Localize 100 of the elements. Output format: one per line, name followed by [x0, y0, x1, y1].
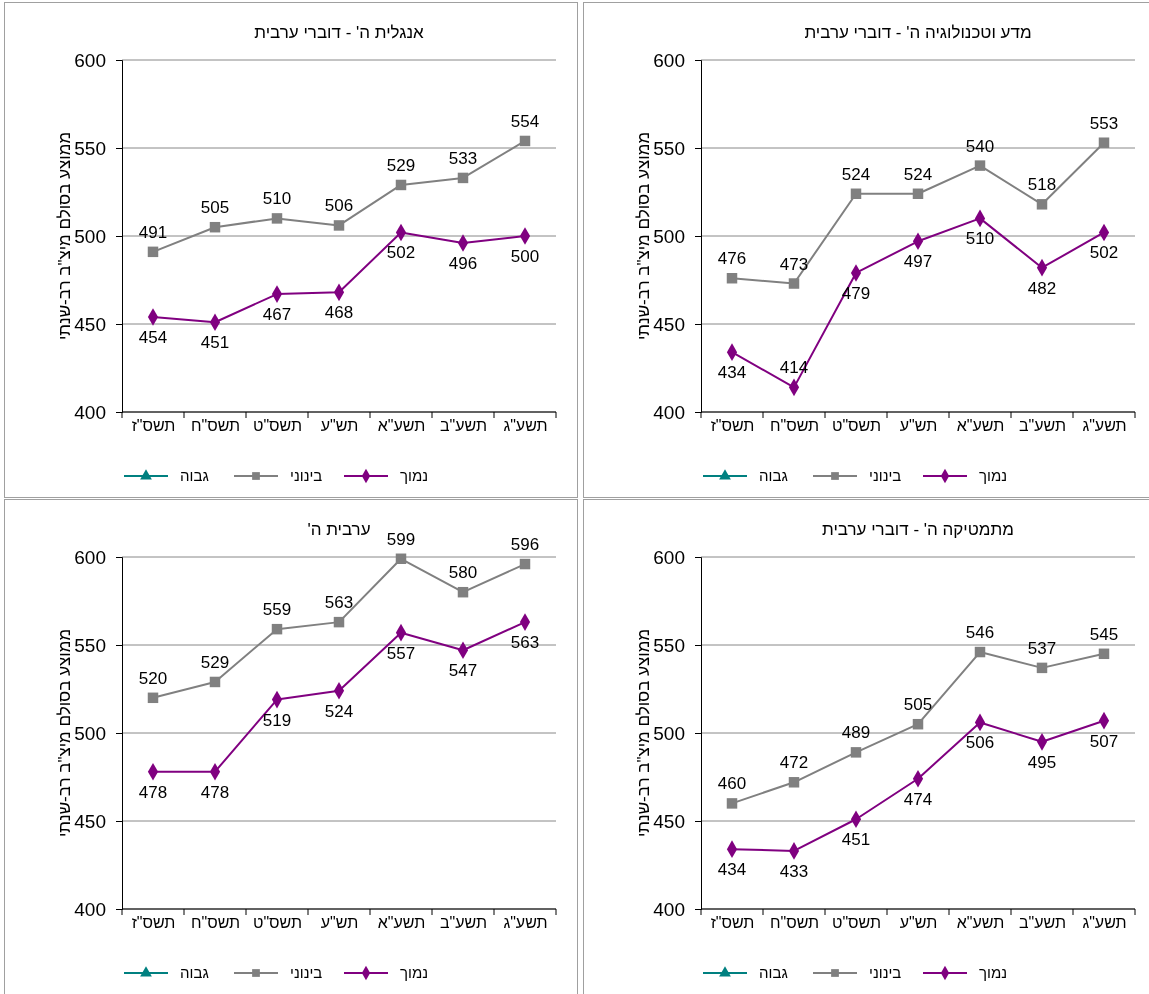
point [1098, 137, 1110, 148]
y-tick-label: 550 [653, 137, 685, 159]
y-tick-label: 450 [74, 313, 106, 335]
data-label: 524 [903, 164, 933, 184]
y-tick-label: 450 [653, 810, 685, 832]
y-tick-label: 450 [74, 810, 106, 832]
point [395, 553, 407, 564]
data-label: 434 [717, 860, 747, 880]
y-tick-label: 600 [74, 49, 106, 71]
x-tick-label: תשס"ט [252, 914, 303, 932]
legend-label: גבוה [180, 467, 209, 484]
x-tick-label: תשס"ט [252, 417, 303, 435]
legend-label: נמוך [979, 467, 1008, 484]
point [974, 160, 986, 171]
chart-title: מתמטיקה ה' - דוברי ערבית [822, 520, 1014, 539]
y-tick-label: 500 [653, 722, 685, 744]
data-label: 500 [510, 247, 540, 266]
data-label: 540 [965, 136, 995, 156]
y-tick-label: 500 [74, 225, 106, 247]
y-axis-title: ממוצע בסולם מיצ"ב רב-שנתי [55, 131, 74, 341]
data-label: 529 [386, 155, 416, 175]
data-label: 496 [448, 254, 478, 274]
point [271, 213, 283, 224]
point [912, 718, 924, 730]
data-label: 476 [717, 249, 747, 269]
point [974, 646, 986, 658]
x-tick-label: תשס"ז [131, 914, 176, 932]
y-tick-label: 500 [653, 225, 685, 247]
point [457, 172, 469, 184]
y-axis-title: ממוצע בסולם מיצ"ב רב-שנתי [634, 628, 653, 838]
data-label: 547 [448, 661, 478, 681]
data-label: 467 [262, 305, 292, 325]
x-tick-label: תשס"ז [131, 417, 176, 435]
data-label: 506 [965, 733, 995, 753]
point [726, 798, 738, 809]
point [209, 676, 221, 688]
point [788, 278, 800, 289]
data-label: 563 [324, 593, 354, 613]
x-tick-label: תשע"ב [440, 417, 487, 435]
chart-title: אנגלית ה' - דוברי ערבית [254, 23, 425, 42]
legend-label: בינוני [869, 964, 902, 981]
data-label: 533 [448, 148, 478, 168]
point [726, 273, 738, 284]
x-tick-label: תשס"ט [831, 914, 882, 932]
legend-label: נמוך [400, 467, 429, 484]
data-label: 478 [138, 782, 168, 802]
data-label: 495 [1027, 752, 1057, 772]
x-tick-label: תשס"ז [710, 417, 755, 435]
data-label: 497 [903, 252, 933, 272]
x-tick-label: תשע"ג [503, 914, 548, 932]
point [333, 616, 345, 628]
chart-title: מדע וטכנולוגיה ה' - דוברי ערבית [804, 23, 1032, 42]
x-tick-label: תשע"ב [1019, 914, 1066, 932]
y-axis-title: ממוצע בסולם מיצ"ב רב-שנתי [55, 628, 74, 838]
x-tick-label: תשע"א [956, 417, 1005, 435]
data-label: 563 [510, 633, 540, 653]
data-label: 524 [841, 164, 871, 184]
data-label: 451 [200, 333, 230, 353]
data-label: 524 [324, 701, 354, 721]
data-label: 482 [1027, 278, 1057, 298]
legend-label: בינוני [869, 467, 902, 484]
data-label: 502 [386, 243, 416, 263]
point [1098, 648, 1110, 660]
y-tick-label: 450 [653, 313, 685, 335]
data-label: 502 [1089, 243, 1119, 263]
x-tick-label: תש"ע [899, 914, 938, 932]
point [209, 221, 221, 233]
data-label: 554 [510, 111, 540, 131]
data-label: 510 [965, 229, 995, 249]
legend-label: גבוה [180, 964, 209, 981]
x-tick-label: תשע"א [956, 914, 1005, 932]
chart-title: ערבית ה' [307, 520, 371, 539]
x-tick-label: תשע"ג [1082, 417, 1127, 435]
data-label: 506 [324, 196, 354, 216]
data-label: 520 [138, 668, 168, 688]
data-label: 505 [200, 198, 230, 218]
point [519, 135, 531, 147]
data-label: 559 [262, 600, 292, 620]
data-label: 460 [717, 774, 747, 794]
x-tick-label: תשע"ב [1019, 417, 1066, 435]
data-label: 507 [1089, 731, 1119, 751]
x-tick-label: תשס"ז [710, 914, 755, 932]
data-label: 553 [1089, 113, 1119, 133]
data-label: 557 [386, 643, 416, 663]
data-label: 580 [448, 563, 478, 583]
data-label: 518 [1027, 175, 1057, 195]
data-label: 537 [1027, 638, 1057, 658]
data-label: 545 [1089, 624, 1119, 644]
data-label: 596 [510, 535, 540, 555]
y-tick-label: 400 [653, 401, 685, 423]
y-tick-label: 600 [653, 49, 685, 71]
x-tick-label: תשע"א [377, 417, 426, 435]
legend-label: גבוה [759, 467, 788, 484]
legend-label: בינוני [290, 467, 323, 484]
y-tick-label: 400 [74, 898, 106, 920]
data-label: 546 [965, 623, 995, 643]
point [1036, 199, 1048, 210]
y-tick-label: 550 [74, 634, 106, 656]
data-label: 489 [841, 723, 871, 743]
x-tick-label: תשס"ח [190, 914, 241, 932]
